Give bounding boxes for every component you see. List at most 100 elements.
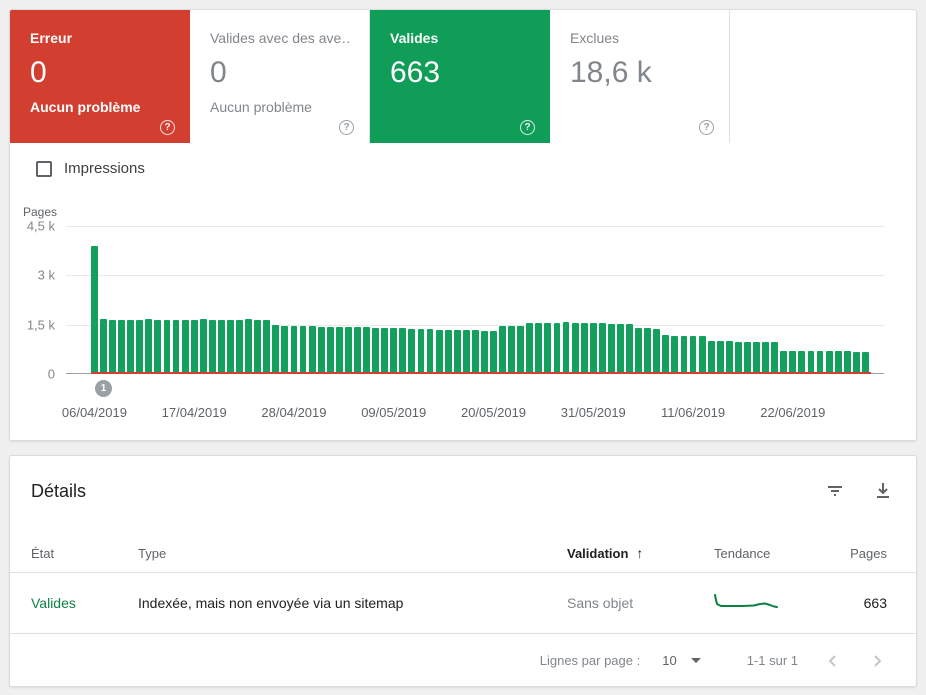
download-icon[interactable] [873, 481, 893, 501]
col-header-tendance[interactable]: Tendance [714, 546, 824, 561]
bar[interactable] [554, 323, 561, 374]
bar[interactable] [327, 327, 334, 374]
bar[interactable] [109, 320, 116, 374]
help-icon[interactable]: ? [699, 120, 714, 135]
bar[interactable] [399, 328, 406, 374]
bar[interactable] [227, 320, 234, 374]
previous-page-icon[interactable] [824, 652, 842, 670]
bar[interactable] [91, 246, 98, 374]
bar[interactable] [817, 351, 824, 374]
bar[interactable] [463, 330, 470, 374]
bar[interactable] [508, 326, 515, 374]
table-row[interactable]: Valides Indexée, mais non envoyée via un… [10, 573, 916, 634]
bar[interactable] [662, 335, 669, 374]
bar[interactable] [436, 330, 443, 374]
bar[interactable] [472, 330, 479, 374]
bar[interactable] [173, 320, 180, 374]
bar[interactable] [753, 342, 760, 374]
bar-chart[interactable] [91, 226, 871, 374]
bar[interactable] [363, 327, 370, 374]
bar[interactable] [209, 320, 216, 374]
bar[interactable] [372, 328, 379, 374]
bar[interactable] [671, 336, 678, 374]
bar[interactable] [318, 327, 325, 374]
card-valides[interactable]: Valides 663 ? [370, 10, 550, 143]
card-exclues[interactable]: Exclues 18,6 k ? [550, 10, 730, 143]
bar[interactable] [281, 326, 288, 374]
annotation-marker-1[interactable]: 1 [95, 380, 112, 397]
impressions-toggle[interactable]: Impressions [36, 160, 145, 177]
rows-per-page-select[interactable]: 10 [662, 653, 700, 668]
bar[interactable] [608, 324, 615, 374]
bar[interactable] [844, 351, 851, 374]
bar[interactable] [427, 329, 434, 374]
bar[interactable] [517, 326, 524, 374]
bar[interactable] [445, 330, 452, 374]
card-erreur[interactable]: Erreur 0 Aucun problème ? [10, 10, 190, 143]
bar[interactable] [853, 352, 860, 374]
bar[interactable] [726, 341, 733, 374]
bar[interactable] [354, 327, 361, 374]
bar[interactable] [182, 320, 189, 374]
card-valides-avertissements[interactable]: Valides avec des ave… 0 Aucun problème ? [190, 10, 370, 143]
bar[interactable] [481, 331, 488, 374]
col-header-validation[interactable]: Validation↑ [567, 545, 714, 561]
bar[interactable] [535, 323, 542, 374]
bar[interactable] [154, 320, 161, 374]
bar[interactable] [626, 324, 633, 374]
bar[interactable] [690, 336, 697, 374]
help-icon[interactable]: ? [520, 120, 535, 135]
bar[interactable] [164, 320, 171, 374]
bar[interactable] [826, 351, 833, 374]
col-header-type[interactable]: Type [138, 546, 567, 561]
col-header-etat[interactable]: État [31, 546, 138, 561]
bar[interactable] [272, 325, 279, 374]
bar[interactable] [418, 329, 425, 374]
bar[interactable] [735, 342, 742, 374]
bar[interactable] [635, 328, 642, 374]
bar[interactable] [236, 320, 243, 374]
bar[interactable] [309, 326, 316, 374]
bar[interactable] [563, 322, 570, 374]
bar[interactable] [200, 319, 207, 374]
bar[interactable] [599, 323, 606, 374]
bar[interactable] [145, 319, 152, 374]
bar[interactable] [590, 323, 597, 374]
bar[interactable] [336, 327, 343, 374]
bar[interactable] [581, 323, 588, 374]
bar[interactable] [245, 319, 252, 374]
bar[interactable] [381, 328, 388, 374]
bar[interactable] [490, 331, 497, 374]
bar[interactable] [118, 320, 125, 374]
bar[interactable] [771, 342, 778, 374]
bar[interactable] [218, 320, 225, 374]
help-icon[interactable]: ? [339, 120, 354, 135]
bar[interactable] [862, 352, 869, 374]
bar[interactable] [390, 328, 397, 374]
bar[interactable] [254, 320, 261, 374]
bar[interactable] [744, 342, 751, 374]
bar[interactable] [408, 329, 415, 374]
bar[interactable] [499, 326, 506, 374]
bar[interactable] [100, 319, 107, 374]
bar[interactable] [291, 326, 298, 374]
bar[interactable] [780, 351, 787, 374]
help-icon[interactable]: ? [160, 120, 175, 135]
impressions-checkbox[interactable] [36, 161, 52, 177]
bar[interactable] [798, 351, 805, 374]
bar[interactable] [808, 351, 815, 374]
bar[interactable] [526, 323, 533, 374]
bar[interactable] [263, 320, 270, 374]
bar[interactable] [136, 320, 143, 374]
bar[interactable] [572, 323, 579, 374]
next-page-icon[interactable] [868, 652, 886, 670]
bar[interactable] [544, 323, 551, 374]
bar[interactable] [191, 320, 198, 374]
bar[interactable] [345, 327, 352, 374]
bar[interactable] [653, 329, 660, 374]
bar[interactable] [789, 351, 796, 374]
filter-icon[interactable] [825, 481, 845, 501]
bar[interactable] [717, 341, 724, 374]
bar[interactable] [644, 328, 651, 374]
col-header-pages[interactable]: Pages [824, 546, 887, 561]
